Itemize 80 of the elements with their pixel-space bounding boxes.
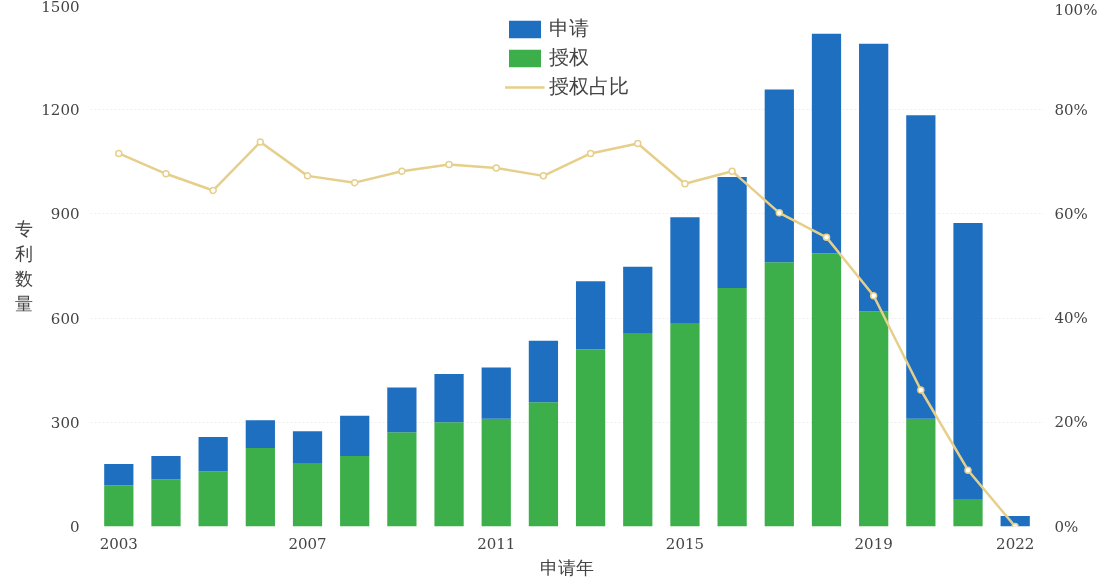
legend-label: 授权: [549, 44, 589, 71]
y2-tick-label: 60%: [1054, 204, 1088, 223]
point: [162, 170, 170, 178]
point: [634, 139, 642, 148]
bar: [623, 333, 653, 527]
point: [917, 386, 925, 394]
x-tick-label: 2003: [99, 534, 138, 553]
bar: [859, 311, 889, 527]
point: [539, 172, 548, 180]
bar: [906, 418, 936, 527]
bar: [575, 349, 606, 527]
point: [350, 178, 359, 187]
point: [115, 149, 123, 158]
x-tick-label: 2007: [288, 534, 327, 553]
x-tick-label: 2011: [477, 534, 516, 553]
bar: [434, 374, 464, 423]
bar: [151, 479, 181, 527]
bar: [245, 448, 275, 527]
bar: [292, 463, 323, 527]
bar: [245, 420, 275, 448]
y-tick-label: 0: [69, 518, 80, 536]
bar: [623, 266, 653, 334]
bar: [528, 402, 559, 527]
bar: [670, 323, 700, 527]
point: [303, 172, 312, 180]
point: [586, 149, 595, 158]
bar: [764, 262, 794, 527]
bar: [811, 33, 842, 254]
bar: [953, 499, 983, 527]
y2-tick-label: 20%: [1054, 413, 1088, 432]
bar: [575, 281, 606, 350]
x-tick-label: 2022: [996, 534, 1035, 553]
bar: [340, 455, 370, 527]
point: [681, 179, 689, 188]
bar: [198, 471, 228, 527]
bar: [292, 431, 323, 464]
y-tick-label: 900: [50, 205, 80, 224]
y2-tick-label: 100%: [1054, 0, 1098, 19]
x-tick-label: 2019: [854, 534, 893, 553]
bar: [764, 89, 794, 263]
point: [209, 186, 217, 195]
bar: [151, 455, 181, 480]
bar: [670, 217, 700, 324]
point: [775, 209, 784, 217]
bar: [387, 432, 417, 527]
y2-tick-label: 40%: [1054, 309, 1088, 328]
bar: [811, 253, 842, 527]
bar: [717, 287, 747, 527]
point: [492, 164, 500, 172]
bar: [859, 43, 889, 312]
bar: [906, 115, 936, 419]
bar: [104, 463, 134, 486]
point: [728, 167, 736, 175]
bar: [198, 436, 228, 472]
y-tick-label: 600: [50, 309, 80, 328]
bar: [528, 340, 559, 403]
point: [256, 138, 265, 146]
bar: [340, 415, 370, 456]
y2-tick-label: 80%: [1054, 100, 1088, 119]
x-tick-label: 2015: [665, 534, 705, 553]
point: [964, 466, 972, 474]
point: [822, 233, 831, 242]
bar: [717, 177, 747, 288]
y-tick-label: 1200: [41, 101, 80, 120]
bar: [481, 418, 511, 527]
point: [445, 160, 453, 169]
bar: [481, 367, 511, 419]
bar: [953, 222, 983, 500]
bar: [104, 485, 134, 527]
legend-label: 授权占比: [549, 73, 629, 100]
point: [398, 167, 406, 175]
legend-label: 申请: [549, 15, 589, 42]
point: [869, 291, 878, 300]
y2-tick-label: 0%: [1054, 517, 1079, 536]
y-axis-title: 专利数量: [15, 217, 34, 315]
x-axis-title: 申请年: [540, 556, 594, 578]
bar: [434, 422, 464, 527]
bar: [387, 387, 417, 433]
y-tick-label: 300: [50, 413, 80, 432]
y-tick-label: 1500: [41, 0, 80, 16]
